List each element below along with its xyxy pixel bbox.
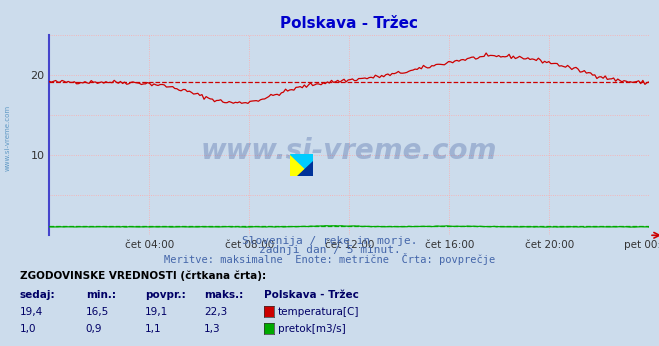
Text: zadnji dan / 5 minut.: zadnji dan / 5 minut. (258, 245, 401, 255)
Polygon shape (290, 154, 313, 176)
Text: povpr.:: povpr.: (145, 290, 186, 300)
Text: 0,9: 0,9 (86, 324, 102, 334)
Text: www.si-vreme.com: www.si-vreme.com (5, 105, 11, 172)
Text: ZGODOVINSKE VREDNOSTI (črtkana črta):: ZGODOVINSKE VREDNOSTI (črtkana črta): (20, 270, 266, 281)
Polygon shape (297, 161, 313, 176)
Text: maks.:: maks.: (204, 290, 244, 300)
Text: sedaj:: sedaj: (20, 290, 55, 300)
Text: Slovenija / reke in morje.: Slovenija / reke in morje. (242, 236, 417, 246)
Text: min.:: min.: (86, 290, 116, 300)
Text: 22,3: 22,3 (204, 307, 227, 317)
Text: pretok[m3/s]: pretok[m3/s] (278, 324, 346, 334)
Text: Polskava - Tržec: Polskava - Tržec (264, 290, 358, 300)
Text: temperatura[C]: temperatura[C] (278, 307, 360, 317)
Polygon shape (290, 154, 313, 176)
Text: 1,0: 1,0 (20, 324, 36, 334)
Text: 1,1: 1,1 (145, 324, 161, 334)
Text: Meritve: maksimalne  Enote: metrične  Črta: povprečje: Meritve: maksimalne Enote: metrične Črta… (164, 253, 495, 265)
Text: 19,4: 19,4 (20, 307, 43, 317)
Text: 19,1: 19,1 (145, 307, 168, 317)
Text: 16,5: 16,5 (86, 307, 109, 317)
Text: www.si-vreme.com: www.si-vreme.com (201, 137, 498, 165)
Title: Polskava - Tržec: Polskava - Tržec (280, 16, 418, 31)
Text: 1,3: 1,3 (204, 324, 221, 334)
